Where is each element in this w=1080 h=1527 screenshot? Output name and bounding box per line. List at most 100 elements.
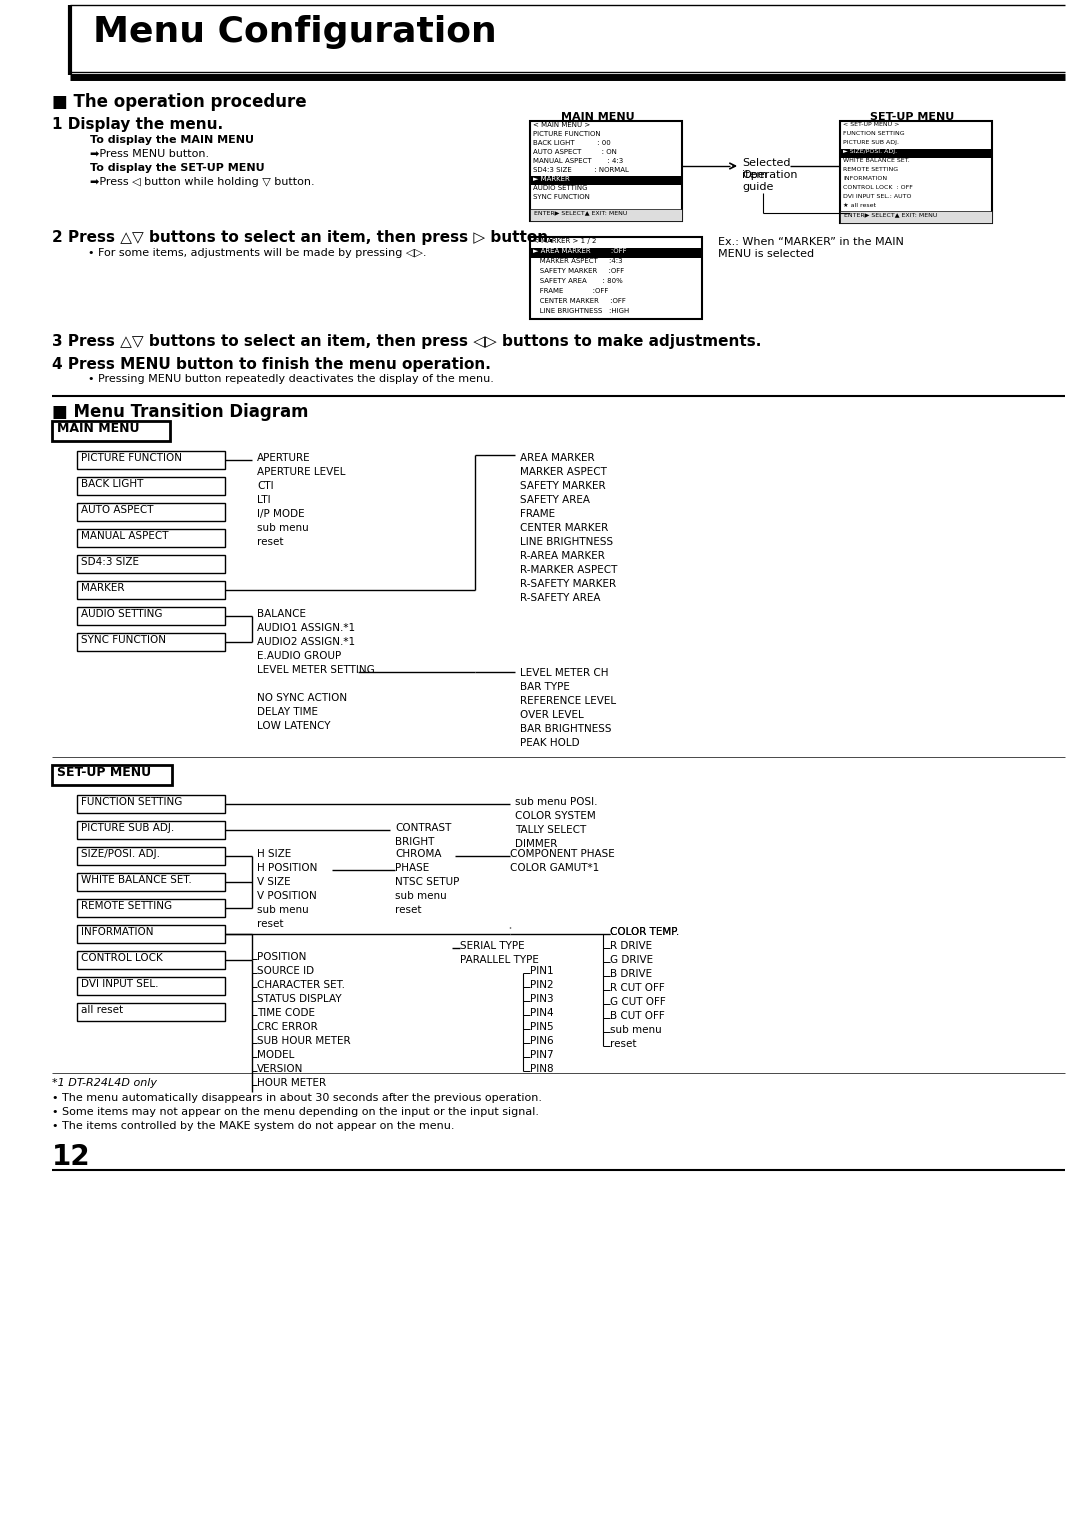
Text: AUDIO SETTING: AUDIO SETTING [534,185,588,191]
Bar [531,176,681,185]
Text: MARKER ASPECT     :4:3: MARKER ASPECT :4:3 [534,258,623,264]
Text: BALANCE: BALANCE [257,609,306,618]
Text: FRAME: FRAME [519,508,555,519]
Text: MAIN MENU: MAIN MENU [562,111,635,122]
Text: COLOR TEMP.: COLOR TEMP. [610,927,679,938]
Text: Operation
guide: Operation guide [742,169,797,191]
Text: CENTER MARKER     :OFF: CENTER MARKER :OFF [534,298,626,304]
Text: all reset: all reset [81,1005,123,1015]
Text: SAFETY AREA       : 80%: SAFETY AREA : 80% [534,278,623,284]
Text: PIN6: PIN6 [530,1035,554,1046]
Text: SERIAL TYPE: SERIAL TYPE [460,941,525,951]
Text: TALLY SELECT: TALLY SELECT [515,825,586,835]
Bar [530,237,702,319]
Text: PICTURE SUB ADJ.: PICTURE SUB ADJ. [81,823,174,834]
Text: PIN2: PIN2 [530,980,554,989]
Text: CONTRAST: CONTRAST [395,823,451,834]
Text: Menu Configuration: Menu Configuration [93,15,497,49]
Text: PIN4: PIN4 [530,1008,554,1019]
Text: MANUAL ASPECT: MANUAL ASPECT [81,531,168,541]
Text: To display the SET-UP MENU: To display the SET-UP MENU [90,163,265,173]
Text: H POSITION: H POSITION [257,863,318,873]
Text: ■ The operation procedure: ■ The operation procedure [52,93,307,111]
Text: I/P MODE: I/P MODE [257,508,305,519]
Text: INFORMATION: INFORMATION [81,927,153,938]
Text: AUDIO SETTING: AUDIO SETTING [81,609,162,618]
Text: ENTER▶ SELECT▲ EXIT: MENU: ENTER▶ SELECT▲ EXIT: MENU [534,211,627,215]
Bar [841,150,991,157]
Text: R CUT OFF: R CUT OFF [610,983,665,993]
Text: REMOTE SETTING: REMOTE SETTING [843,166,899,173]
Text: Ex.: When “MARKER” in the MAIN
MENU is selected: Ex.: When “MARKER” in the MAIN MENU is s… [718,237,904,258]
Bar [77,925,225,944]
Text: V SIZE: V SIZE [257,876,291,887]
Bar [77,580,225,599]
Text: SYNC FUNCTION: SYNC FUNCTION [534,194,590,200]
Text: APERTURE LEVEL: APERTURE LEVEL [257,467,346,476]
Text: FUNCTION SETTING: FUNCTION SETTING [843,131,905,136]
Text: E.AUDIO GROUP: E.AUDIO GROUP [257,651,341,661]
Text: PIN5: PIN5 [530,1022,554,1032]
Bar [840,121,993,223]
Text: ► MARKER: ► MARKER [534,176,570,182]
Text: • Some items may not appear on the menu depending on the input or the input sign: • Some items may not appear on the menu … [52,1107,539,1116]
Text: B DRIVE: B DRIVE [610,970,652,979]
Text: R-AREA MARKER: R-AREA MARKER [519,551,605,560]
Text: reset: reset [257,919,283,928]
Text: ENTER▶ SELECT▲ EXIT: MENU: ENTER▶ SELECT▲ EXIT: MENU [843,212,937,217]
Text: MANUAL ASPECT       : 4:3: MANUAL ASPECT : 4:3 [534,157,623,163]
Text: CHROMA: CHROMA [395,849,442,860]
Text: *1 DT-R24L4D only: *1 DT-R24L4D only [52,1078,157,1089]
Text: HOUR METER: HOUR METER [257,1078,326,1089]
Text: LINE BRIGHTNESS   :HIGH: LINE BRIGHTNESS :HIGH [534,308,630,315]
Text: ➡Press MENU button.: ➡Press MENU button. [90,150,210,159]
Text: < MAIN MENU >: < MAIN MENU > [534,122,591,128]
Text: MARKER ASPECT: MARKER ASPECT [519,467,607,476]
Text: LEVEL METER SETTING: LEVEL METER SETTING [257,664,375,675]
Bar [77,977,225,996]
Text: R DRIVE: R DRIVE [610,941,652,951]
Bar [77,1003,225,1022]
Bar [77,450,225,469]
Bar [77,873,225,890]
Text: SAFETY MARKER: SAFETY MARKER [519,481,606,492]
Text: • For some items, adjustments will be made by pressing ◁▷.: • For some items, adjustments will be ma… [87,247,427,258]
Text: PIN7: PIN7 [530,1051,554,1060]
Bar [77,502,225,521]
Bar [530,209,681,221]
Text: FUNCTION SETTING: FUNCTION SETTING [81,797,183,806]
Text: SET-UP MENU: SET-UP MENU [57,767,151,779]
Text: POSITION: POSITION [257,951,307,962]
Text: PICTURE FUNCTION: PICTURE FUNCTION [534,131,600,137]
Text: LINE BRIGHTNESS: LINE BRIGHTNESS [519,538,613,547]
Text: 2 Press △▽ buttons to select an item, then press ▷ button.: 2 Press △▽ buttons to select an item, th… [52,231,554,244]
Text: CTI: CTI [257,481,273,492]
Text: APERTURE: APERTURE [257,454,311,463]
Text: • The menu automatically disappears in about 30 seconds after the previous opera: • The menu automatically disappears in a… [52,1093,542,1102]
Text: R-SAFETY AREA: R-SAFETY AREA [519,592,600,603]
Text: COLOR GAMUT*1: COLOR GAMUT*1 [510,863,599,873]
Text: LTI: LTI [257,495,271,505]
Text: reset: reset [395,906,421,915]
Text: STATUS DISPLAY: STATUS DISPLAY [257,994,341,1003]
Text: REMOTE SETTING: REMOTE SETTING [81,901,172,912]
Bar [77,822,225,838]
Text: MODEL: MODEL [257,1051,295,1060]
Text: ► AREA MARKER         :OFF: ► AREA MARKER :OFF [534,247,626,253]
Text: SD4:3 SIZE          : NORMAL: SD4:3 SIZE : NORMAL [534,166,629,173]
Text: • The items controlled by the MAKE system do not appear on the menu.: • The items controlled by the MAKE syste… [52,1121,455,1132]
Bar [52,421,170,441]
Text: PIN3: PIN3 [530,994,554,1003]
Text: WHITE BALANCE SET.: WHITE BALANCE SET. [843,157,909,163]
Text: 1 Display the menu.: 1 Display the menu. [52,118,224,131]
Text: CONTROL LOCK: CONTROL LOCK [81,953,163,964]
Text: SD4:3 SIZE: SD4:3 SIZE [81,557,139,567]
Text: FRAME             :OFF: FRAME :OFF [534,289,608,295]
Bar [77,634,225,651]
Text: PHASE: PHASE [395,863,429,873]
Bar [530,121,681,221]
Text: LEVEL METER CH: LEVEL METER CH [519,667,608,678]
Text: COMPONENT PHASE: COMPONENT PHASE [510,849,615,860]
Text: ■ Menu Transition Diagram: ■ Menu Transition Diagram [52,403,309,421]
Bar [77,476,225,495]
